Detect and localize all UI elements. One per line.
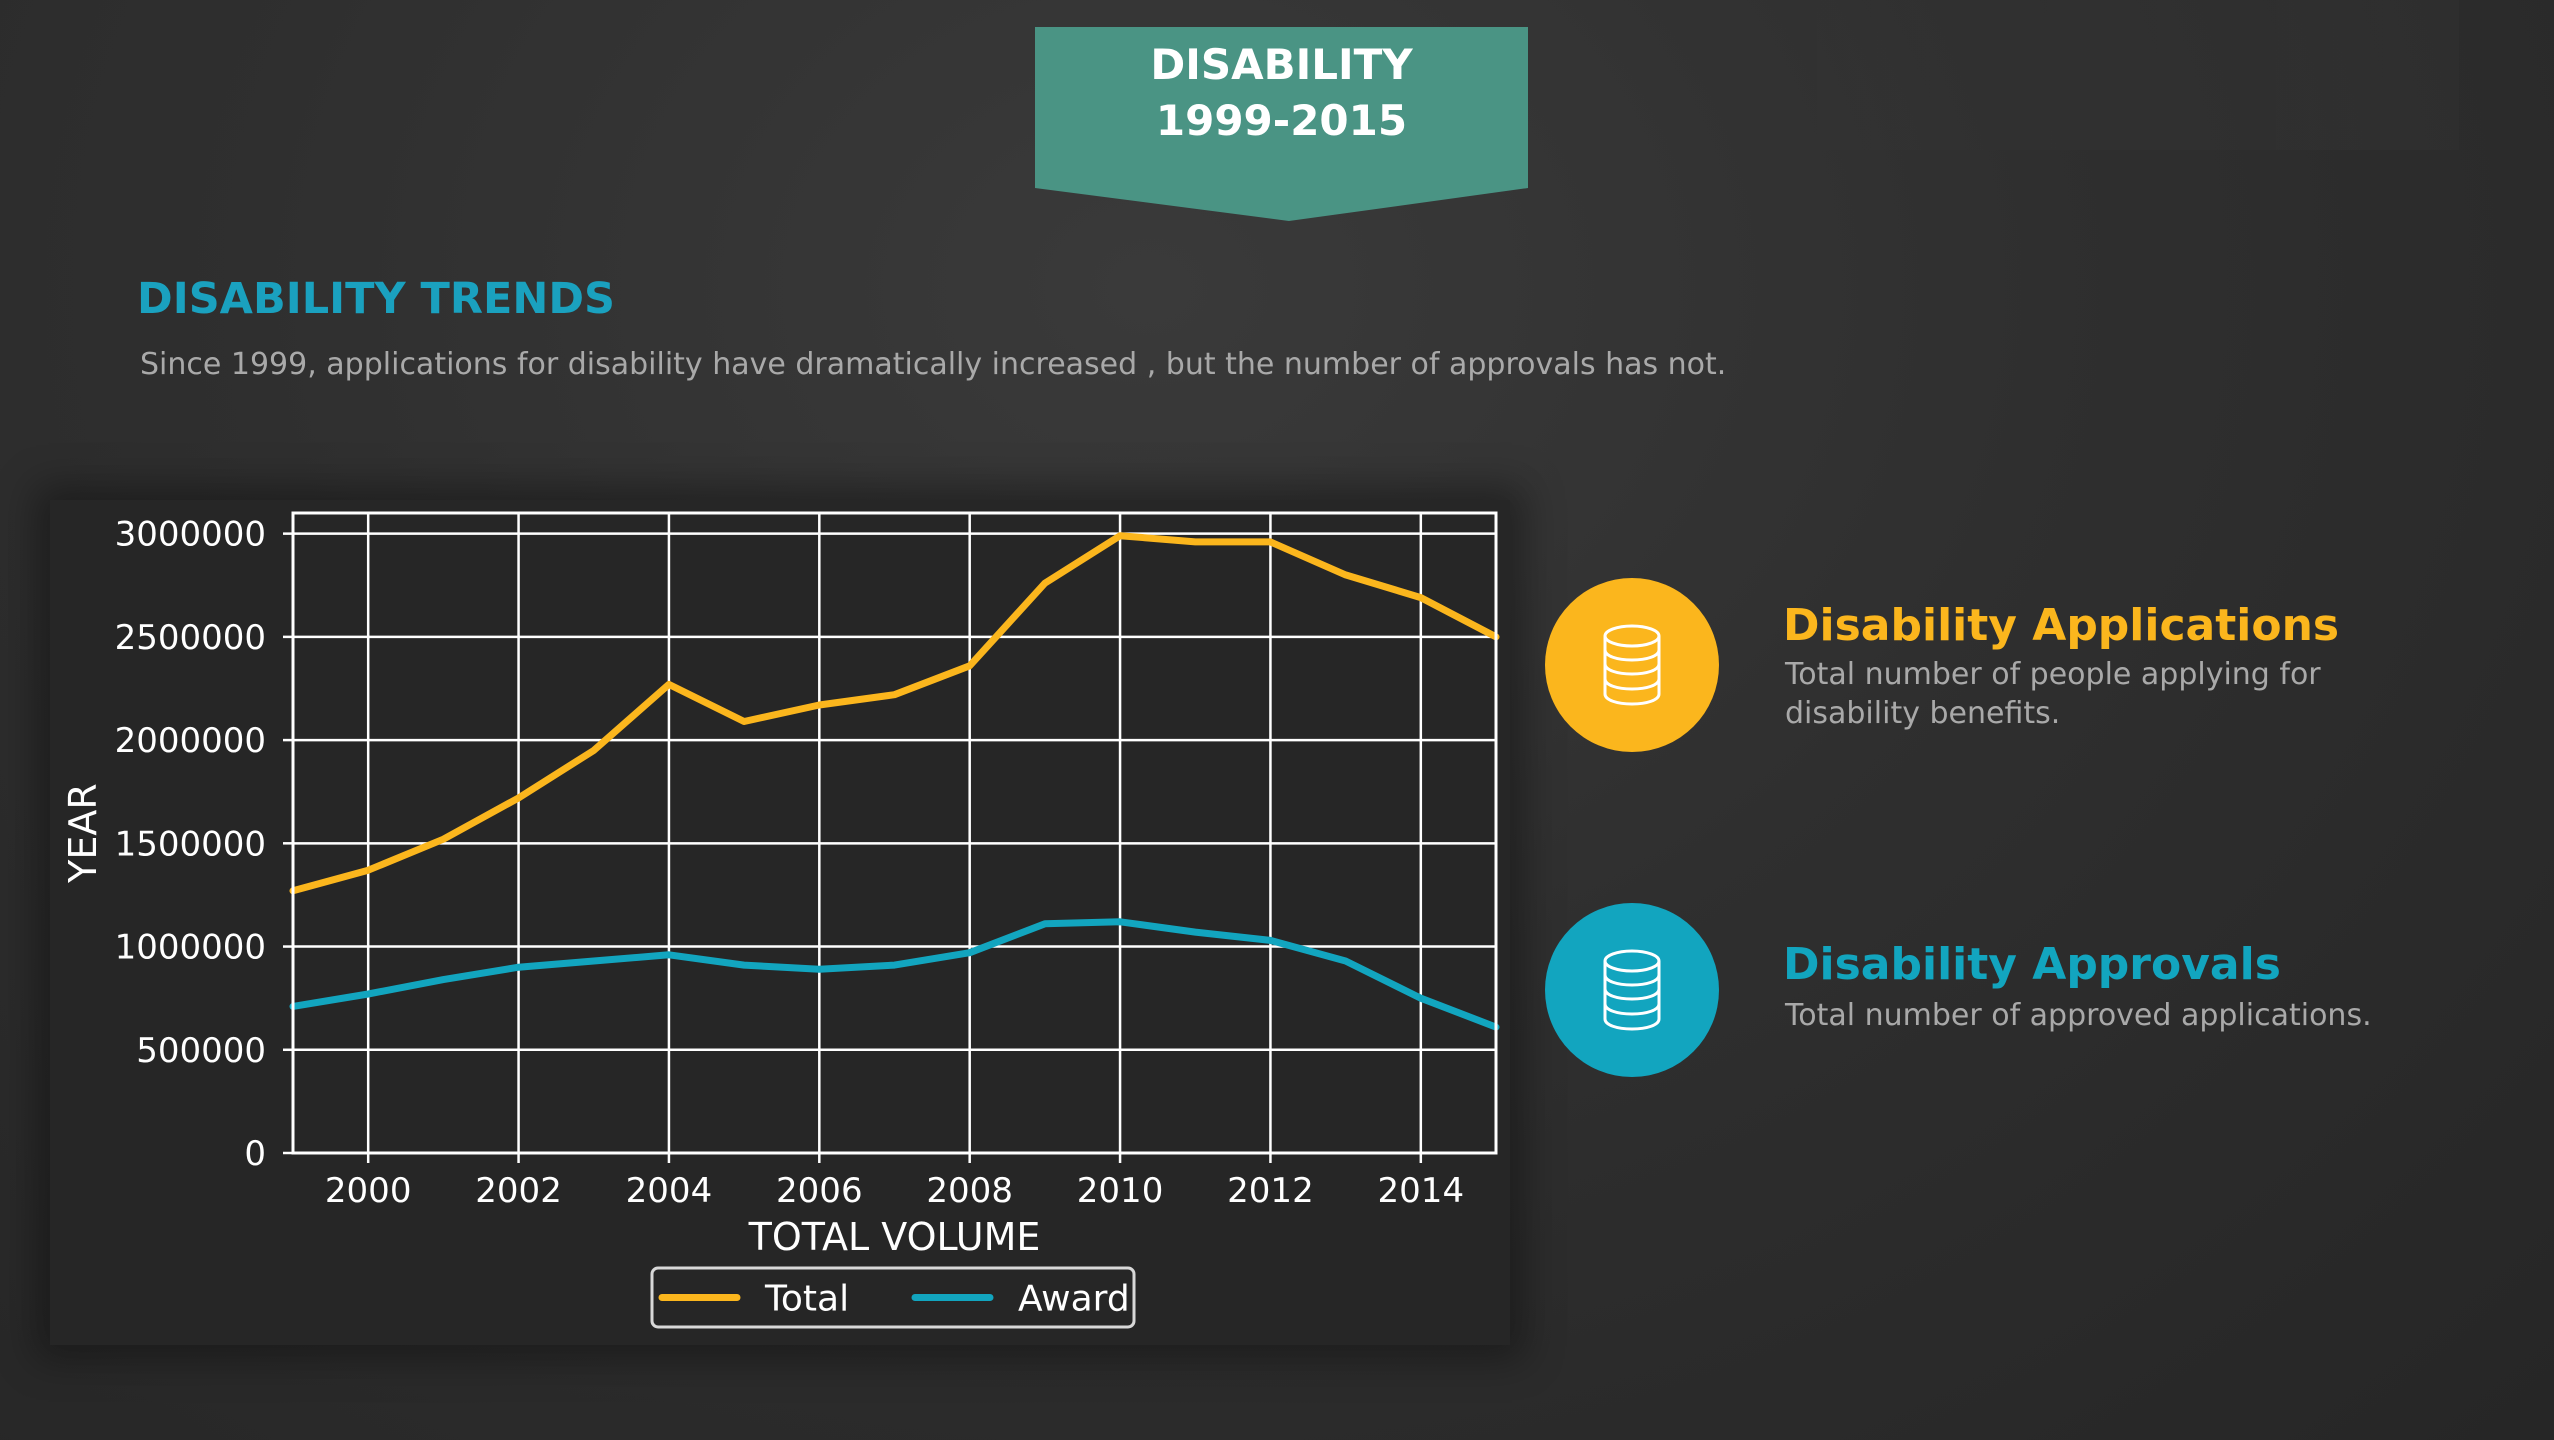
approvals-title: Disability Approvals [1783,939,2281,990]
y-tick-label: 1500000 [115,824,266,864]
applications-title: Disability Applications [1783,600,2340,651]
x-tick-label: 2010 [1077,1171,1164,1211]
title-banner: DISABILITY 1999-2015 [1035,27,1528,221]
series-line-total [289,532,1500,895]
section-title: DISABILITY TRENDS [137,274,616,324]
chart-legend: Total Award [650,1266,1136,1329]
x-axis-label: TOTAL VOLUME [748,1215,1041,1259]
y-tick-label: 2500000 [115,618,266,658]
database-icon [1603,624,1661,706]
banner-title: DISABILITY [1150,40,1413,89]
y-tick-label: 2000000 [115,721,266,761]
plot-frame [291,511,1498,1155]
x-tick-label: 2006 [776,1171,863,1211]
section-subtitle: Since 1999, applications for disability … [140,347,1727,382]
series-line-award [289,918,1500,1031]
chart-grid [293,513,1496,1153]
x-tick-label: 2002 [475,1171,562,1211]
y-axis-label: YEAR [61,783,105,884]
applications-description: Total number of people applying for disa… [1785,657,2321,731]
legend-box [650,1266,1136,1329]
banner-years: 1999-2015 [1155,96,1408,145]
y-tick-label: 0 [244,1134,266,1174]
approvals-description: Total number of approved applications. [1785,998,2372,1033]
legend-label-total: Total [764,1279,849,1320]
background-shade [1699,0,2459,150]
x-tick-label: 2014 [1378,1171,1465,1211]
x-tick-label: 2012 [1227,1171,1314,1211]
applications-badge [1545,578,1719,752]
y-tick-label: 3000000 [115,515,266,555]
x-tick-label: 2000 [325,1171,412,1211]
y-tick-label: 500000 [136,1031,266,1071]
chart-ticks: 2000 2002 2004 2006 2008 2010 2012 2014 0 500000 1… [115,515,1465,1211]
chart-series [289,532,1500,1031]
legend-label-award: Award [1018,1279,1130,1320]
y-tick-label: 1000000 [115,928,266,968]
x-tick-label: 2008 [926,1171,1013,1211]
approvals-badge [1545,903,1719,1077]
x-tick-label: 2004 [626,1171,713,1211]
database-icon [1603,949,1661,1031]
